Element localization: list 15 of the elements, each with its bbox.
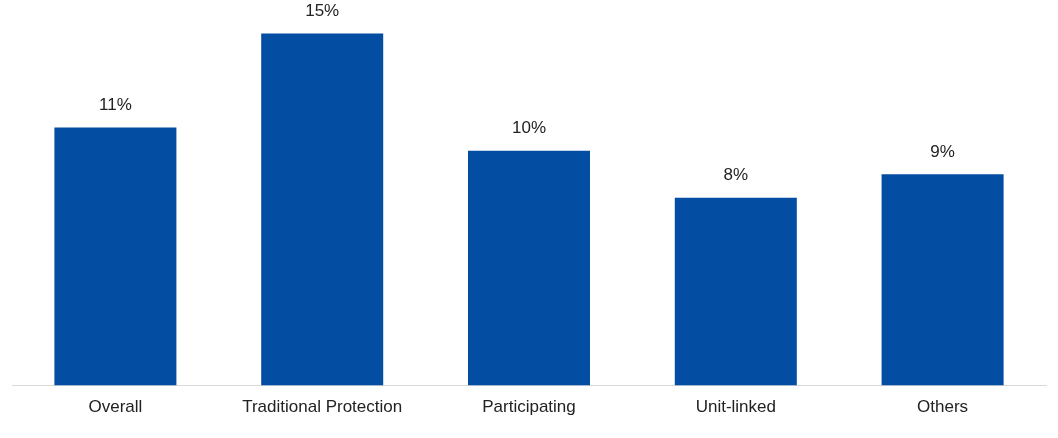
bar: [261, 33, 384, 386]
x-tick-label: Others: [917, 397, 969, 417]
x-tick-label: Participating: [482, 397, 576, 417]
x-tick-label: Overall: [88, 397, 143, 417]
data-label: 8%: [723, 164, 749, 184]
data-label: 9%: [930, 141, 955, 161]
data-label: 15%: [305, 0, 340, 20]
bar: [54, 127, 177, 386]
bar: [467, 150, 591, 386]
bar: [881, 174, 1004, 386]
data-label: 11%: [99, 94, 132, 114]
x-tick-label: Unit-linked: [695, 397, 776, 417]
bar: [674, 197, 797, 386]
x-tick-label: Traditional Protection: [242, 397, 403, 417]
data-label: 10%: [511, 118, 547, 138]
